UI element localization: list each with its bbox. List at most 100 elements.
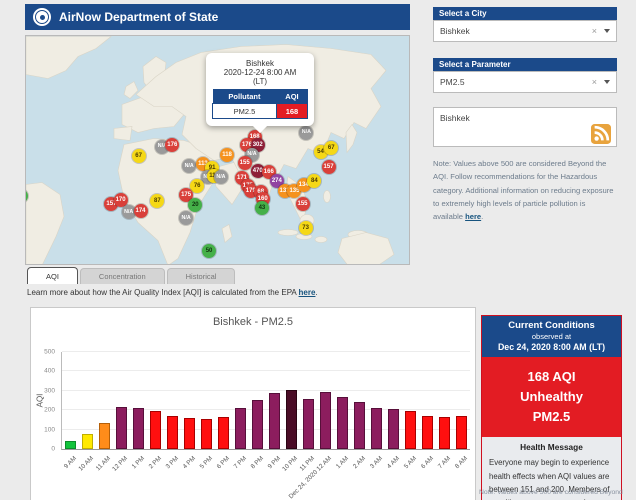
- world-aqi-map[interactable]: 67N/A176N/A11311891N/A112N/A761752015717…: [25, 35, 410, 265]
- bar-5-am[interactable]: [405, 411, 416, 449]
- city-chevron-down-icon[interactable]: [604, 29, 610, 33]
- epa-here-link[interactable]: here: [298, 288, 316, 297]
- aqi-marker[interactable]: 155: [237, 155, 252, 170]
- bar-9-am[interactable]: [65, 441, 76, 449]
- aqi-marker[interactable]: 73: [298, 221, 313, 236]
- y-tick-label: 0: [51, 445, 55, 453]
- bar-12-pm[interactable]: [116, 407, 127, 449]
- parameter-select[interactable]: PM2.5 ×: [433, 71, 617, 93]
- bar-3-am[interactable]: [371, 408, 382, 449]
- bar-6-pm[interactable]: [218, 417, 229, 449]
- tab-concentration[interactable]: Concentration: [79, 268, 165, 284]
- bar-3-pm[interactable]: [167, 416, 178, 449]
- x-tick-label: 9 PM: [266, 455, 282, 471]
- current-aqi-block: 168 AQI Unhealthy PM2.5: [482, 357, 621, 438]
- parameter-clear-icon[interactable]: ×: [591, 77, 597, 87]
- popup-city: Bishkek: [245, 59, 274, 68]
- city-clear-icon[interactable]: ×: [591, 26, 597, 36]
- bar-dec-24-2020-12-am[interactable]: [320, 392, 331, 449]
- y-tick-label: 100: [44, 426, 55, 434]
- aqi-marker[interactable]: 134: [296, 178, 311, 193]
- aqi-marker[interactable]: 84: [307, 174, 322, 189]
- y-tick-label: 500: [44, 348, 55, 356]
- bar-7-am[interactable]: [439, 417, 450, 449]
- city-select-value: Bishkek: [440, 26, 470, 36]
- aqi-marker[interactable]: 67: [131, 149, 146, 164]
- x-tick-label: 5 AM: [402, 455, 418, 471]
- aqi-marker[interactable]: 175: [179, 188, 194, 203]
- aqi-marker[interactable]: 76: [190, 179, 205, 194]
- aqi-marker[interactable]: N/A: [121, 205, 136, 220]
- current-conditions-note: Note: Values above 500 are considered Be…: [479, 489, 623, 496]
- city-feed-box: Bishkek: [433, 107, 617, 147]
- current-conditions-header: Current Conditions observed at Dec 24, 2…: [482, 316, 621, 357]
- observed-at-label: observed at: [531, 332, 572, 341]
- bar-2-am[interactable]: [354, 402, 365, 449]
- y-tick-label: 300: [44, 387, 55, 395]
- x-tick-label: 2 AM: [351, 455, 367, 471]
- aqi-marker[interactable]: 54: [313, 144, 328, 159]
- feed-city-label: Bishkek: [440, 113, 470, 123]
- x-tick-label: 8 PM: [249, 455, 265, 471]
- bar-1-am[interactable]: [337, 397, 348, 449]
- observed-datetime: Dec 24, 2020 8:00 AM (LT): [497, 342, 606, 352]
- aqi-marker[interactable]: [26, 189, 29, 204]
- chart-y-ticks: 0 100 200 300 400 500: [31, 348, 57, 453]
- gridline: [62, 409, 470, 411]
- x-tick-label: 9 AM: [62, 455, 78, 471]
- aqi-marker[interactable]: 170: [113, 193, 128, 208]
- bar-8-am[interactable]: [456, 416, 467, 449]
- aqi-marker[interactable]: N/A: [179, 211, 194, 226]
- city-select[interactable]: Bishkek ×: [433, 20, 617, 42]
- aqi-marker[interactable]: 118: [220, 148, 235, 163]
- aqi-marker[interactable]: 43: [254, 201, 269, 216]
- aqi-marker[interactable]: 87: [150, 194, 165, 209]
- aqi-marker[interactable]: 157: [321, 160, 336, 175]
- tab-aqi[interactable]: AQI: [27, 267, 78, 284]
- bar-4-pm[interactable]: [184, 418, 195, 449]
- bar-6-am[interactable]: [422, 416, 433, 449]
- aqi-marker[interactable]: 50: [202, 244, 217, 258]
- rss-icon[interactable]: [591, 124, 611, 144]
- sidebar-note-text-end: .: [481, 212, 484, 222]
- aqi-marker[interactable]: N/A: [299, 125, 314, 140]
- aqi-marker[interactable]: N/A: [182, 159, 197, 174]
- aqi-marker[interactable]: 20: [188, 198, 203, 213]
- aqi-marker[interactable]: N/A: [213, 170, 228, 185]
- bar-2-pm[interactable]: [150, 411, 161, 449]
- tab-historical[interactable]: Historical: [166, 268, 236, 284]
- x-tick-label: 4 PM: [181, 455, 197, 471]
- bar-11-am[interactable]: [99, 423, 110, 449]
- gridline: [62, 428, 470, 430]
- bar-10-pm[interactable]: [286, 390, 297, 449]
- sidebar-note-text: Note: Values above 500 are considered Be…: [433, 159, 614, 222]
- bar-1-pm[interactable]: [133, 408, 144, 449]
- bar-11-pm[interactable]: [303, 399, 314, 449]
- x-tick-label: 3 PM: [164, 455, 180, 471]
- popup-pollutant-header: Pollutant: [212, 89, 277, 104]
- sidebar-note-here-link[interactable]: here: [465, 212, 482, 222]
- bar-8-pm[interactable]: [252, 400, 263, 449]
- popup-aqi-value: 168: [275, 103, 309, 119]
- aqi-marker[interactable]: 470: [250, 164, 265, 179]
- x-tick-label: 12 PM: [111, 455, 129, 473]
- sidebar-note: Note: Values above 500 are considered Be…: [433, 157, 615, 223]
- x-tick-label: 7 AM: [436, 455, 452, 471]
- epa-text-end: .: [315, 288, 318, 297]
- health-message-block: Health Message Everyone may begin to exp…: [482, 437, 621, 500]
- bar-9-pm[interactable]: [269, 393, 280, 449]
- x-tick-label: 1 AM: [334, 455, 350, 471]
- aqi-marker[interactable]: 67: [324, 141, 339, 156]
- bar-4-am[interactable]: [388, 409, 399, 449]
- x-tick-label: 5 PM: [198, 455, 214, 471]
- select-parameter-header: Select a Parameter: [433, 58, 617, 71]
- aqi-marker[interactable]: 176: [165, 137, 180, 152]
- aqi-marker[interactable]: 174: [133, 204, 148, 219]
- popup-timezone: (LT): [252, 77, 268, 86]
- bar-7-pm[interactable]: [235, 408, 246, 449]
- bar-5-pm[interactable]: [201, 419, 212, 449]
- aqi-marker[interactable]: 155: [295, 197, 310, 212]
- bar-10-am[interactable]: [82, 434, 93, 449]
- parameter-chevron-down-icon[interactable]: [604, 80, 610, 84]
